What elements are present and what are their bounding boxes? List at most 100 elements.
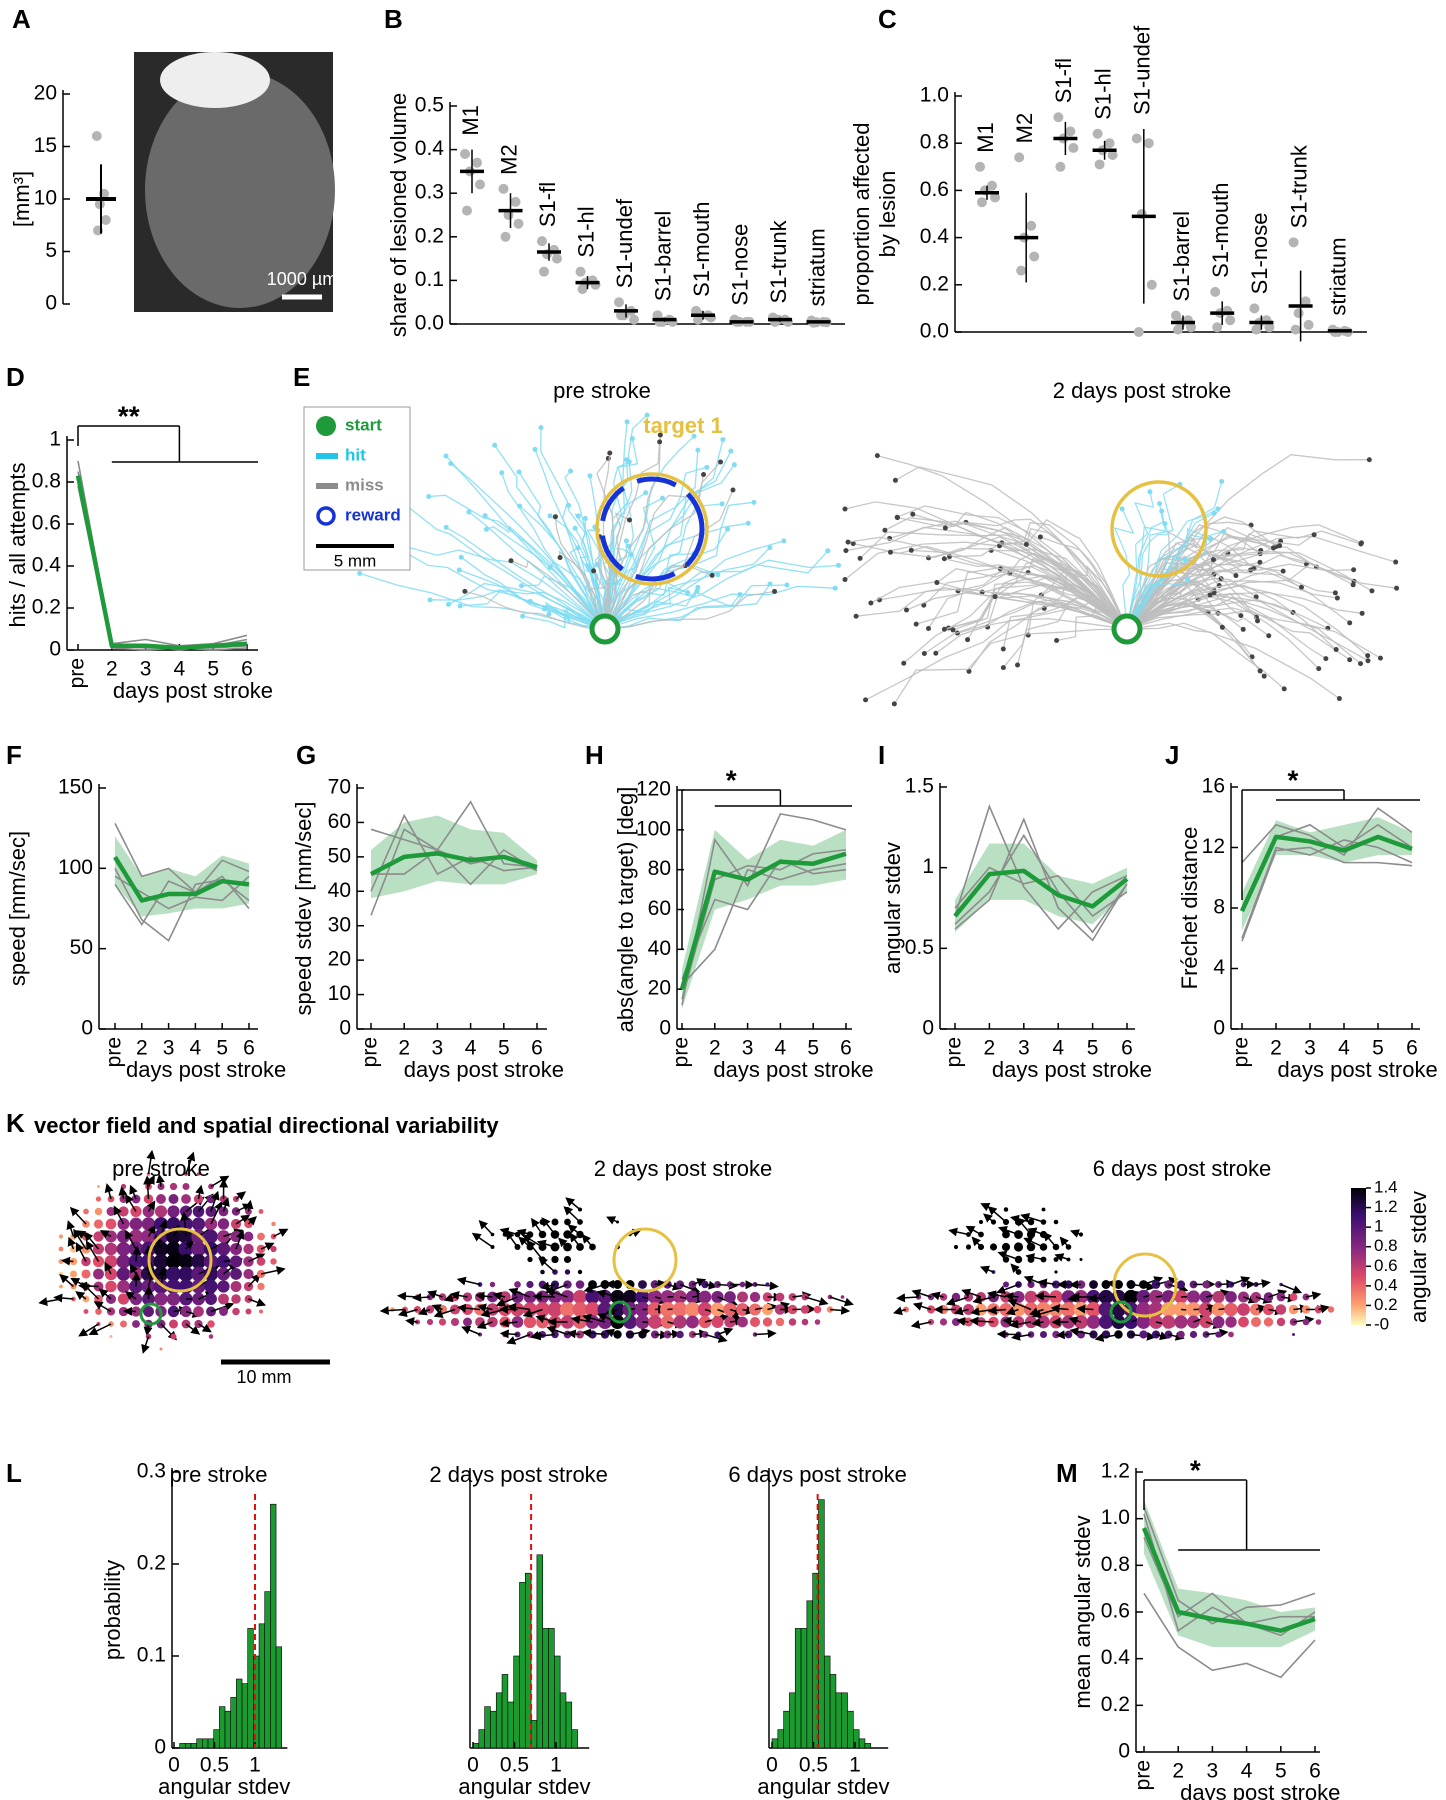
bar [196,1738,203,1749]
trajectory [445,526,606,630]
colorbar-tick-label: 0.2 [1374,1295,1398,1314]
bar [270,1503,277,1749]
y-tick-label: 8 [1213,896,1225,919]
trajectory [1126,530,1362,630]
field-dot [564,1269,571,1275]
bar [224,1710,231,1749]
field-arrow [75,1242,87,1262]
field-arrow [1280,1283,1303,1294]
trajectory-end [516,469,522,475]
bar [236,1678,243,1749]
data-point [1264,322,1275,333]
trajectory-end [1185,576,1191,582]
trajectory-end [850,541,856,547]
trajectory [464,590,606,630]
colorbar-tick-label: 1.4 [1374,1177,1398,1196]
y-axis-label: mean angular stdev [1070,1515,1095,1708]
trajectory [1126,570,1336,630]
trajectory [859,531,1128,630]
band [955,843,1127,933]
bar [559,1692,567,1749]
data-point [552,253,562,264]
category-label: S1-hl [573,206,598,257]
bar [806,1600,813,1749]
field-dot [1177,1330,1185,1339]
field-dot [724,1291,736,1303]
data-point [1173,324,1183,335]
field-arrow [235,1214,251,1225]
field-dot [159,1347,163,1351]
trajectory-end [357,570,363,576]
bar [847,1710,854,1749]
data-point [1225,315,1236,326]
field-arrow [971,1236,982,1248]
field-dot [258,1309,264,1314]
trajectory [1126,622,1285,690]
field-arrow [124,1291,137,1301]
field-dot [270,1245,277,1253]
y-tick-label: 0.6 [32,512,61,535]
field-arrow [569,1232,581,1248]
field-arrow [717,1327,734,1336]
field-dot [765,1282,770,1287]
field-dot [1263,1317,1274,1327]
field-arrow [1054,1253,1069,1262]
field-arrow [53,1293,74,1303]
legend-label: miss [345,475,384,494]
mean-line [953,868,1129,918]
field-arrow [505,1230,519,1248]
y-tick-label: 15 [34,134,57,157]
trajectory-end [1023,541,1029,547]
trajectory [459,569,606,630]
field-dot [169,1319,178,1329]
field-arrow [198,1323,212,1333]
data-point [1186,322,1196,333]
trajectory-end [1365,658,1371,664]
data-point [977,197,987,208]
trajectory [890,547,1128,630]
x-axis-label: angular stdev [757,1774,889,1799]
panel-letter: M [1056,1458,1078,1488]
trajectory [1126,481,1223,630]
field-dot [1225,1291,1237,1303]
field-dot [514,1281,521,1288]
x-tick-label: 4 [1052,1037,1064,1060]
trajectory-end [781,538,787,544]
field-arrow [210,1175,230,1188]
field-dot [1212,1316,1225,1328]
field-arrow [541,1217,556,1235]
trajectory-end [582,516,588,522]
data-point [498,183,509,194]
scale-label: 10 mm [236,1367,291,1387]
trajectory-end [1207,536,1213,542]
field-dot [749,1291,761,1303]
data-point [91,131,102,141]
y-tick-label: 16 [1202,775,1225,798]
trajectory-end [784,582,790,588]
individual-line [1143,1513,1315,1632]
bar [230,1697,237,1749]
field-dot [1215,1331,1222,1338]
mean-line [1141,1527,1316,1633]
field-dot [231,1294,241,1304]
field-dot [170,1333,177,1340]
data-point [1107,150,1118,160]
field-dot [58,1234,64,1239]
legend-label: reward [345,505,401,524]
field-dot [551,1218,559,1226]
trajectory [604,559,839,630]
individual-line [681,858,847,980]
field-dot [711,1316,724,1328]
significance: * [1190,1454,1201,1485]
reward-ring [599,476,705,582]
field-dot [1176,1280,1186,1289]
panel-letter: F [6,740,22,770]
field-dot [191,1241,206,1257]
panel-letter: A [12,4,31,34]
field-arrow [247,1216,257,1226]
field-dot [116,1267,131,1281]
field-dot [686,1315,699,1329]
field-arrow [379,1306,406,1316]
trajectory-end [1333,647,1339,653]
bar [219,1706,226,1749]
